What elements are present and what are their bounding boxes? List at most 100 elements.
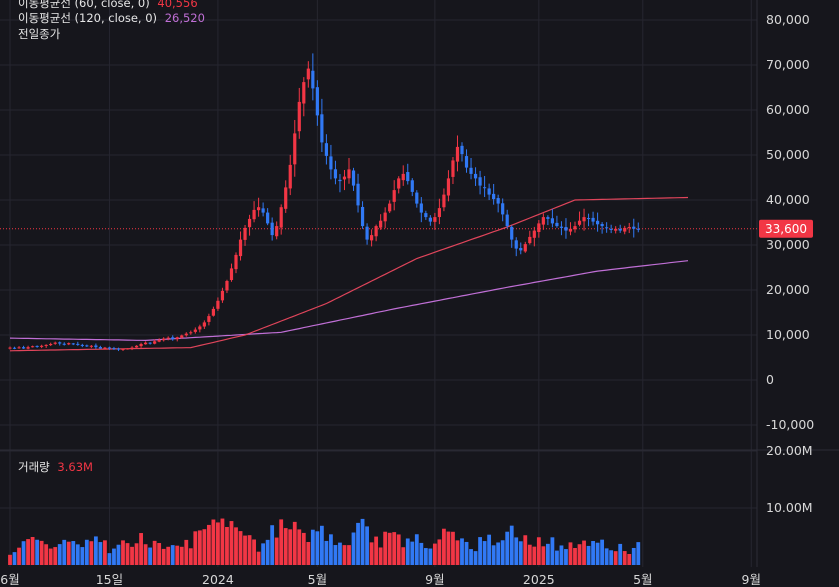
candle-body — [85, 345, 89, 347]
time-axis-labels: 6월 15일 2024 5월 9월 2025 5월 9월 — [0, 572, 761, 587]
volume-bar — [451, 531, 455, 565]
volume-legend: 거래량 3.63M — [18, 460, 93, 474]
volume-bar — [356, 522, 360, 565]
candle-body — [505, 214, 509, 227]
candle-body — [510, 226, 514, 240]
volume-bar — [98, 542, 103, 565]
candle-body — [451, 160, 455, 177]
candle-body — [577, 220, 582, 225]
volume-bar — [464, 541, 469, 565]
candle-body — [546, 217, 550, 219]
volume-bar — [274, 537, 279, 565]
candle-body — [383, 212, 387, 222]
volume-bar — [518, 541, 523, 565]
candle-body — [94, 345, 98, 348]
candle-body — [112, 348, 116, 350]
volume-bar — [247, 535, 252, 565]
ma120-legend-value: 26,520 — [164, 11, 205, 25]
candle-body — [216, 300, 220, 309]
volume-bar — [541, 546, 546, 565]
volume-bar — [8, 554, 12, 565]
candle-body — [559, 226, 564, 228]
candle-body — [442, 194, 446, 208]
candle-body — [315, 87, 319, 116]
volume-bar — [568, 542, 573, 565]
candle-body — [605, 227, 609, 229]
volume-bar — [161, 548, 166, 565]
volume-bar — [559, 545, 564, 565]
volume-bar — [310, 529, 315, 565]
candle-body — [229, 268, 234, 281]
volume-grid-lines — [0, 450, 757, 509]
time-tick-label: 9월 — [742, 572, 761, 587]
price-tick-label: 10,000 — [766, 327, 810, 342]
volume-bar — [487, 534, 492, 565]
volume-bar — [473, 551, 478, 565]
candle-body — [623, 227, 627, 232]
volume-bar — [636, 542, 641, 565]
volume-bar — [369, 542, 374, 565]
volume-bar — [134, 543, 139, 565]
candle-body — [184, 333, 188, 336]
grid-lines — [0, 0, 757, 567]
candle-body — [62, 343, 66, 345]
volume-bar — [148, 547, 153, 565]
candle-body — [370, 235, 374, 241]
volume-bar — [66, 541, 71, 565]
volume-bar — [338, 542, 342, 565]
volume-bar — [71, 541, 76, 565]
candle-body — [455, 146, 460, 162]
candle-body — [58, 342, 62, 344]
volume-bar — [211, 519, 216, 565]
candle-body — [71, 343, 75, 345]
current-price-value: 33,600 — [765, 222, 807, 236]
candle-body — [139, 344, 143, 347]
volume-bar — [125, 543, 130, 565]
candle-body — [347, 169, 351, 179]
time-tick-label: 5월 — [308, 572, 327, 587]
volume-bar — [595, 542, 600, 565]
volume-bar — [188, 548, 193, 565]
volume-bar — [550, 537, 555, 565]
candle-body — [428, 217, 432, 222]
volume-bar — [347, 545, 351, 565]
candle-body — [225, 281, 229, 291]
price-tick-label: 50,000 — [766, 147, 810, 162]
time-tick-label: 2025 — [523, 572, 555, 587]
candle-body — [311, 70, 315, 89]
candle-body — [406, 172, 410, 182]
volume-bar — [383, 531, 388, 565]
candlesticks — [8, 53, 640, 352]
volume-bar — [414, 534, 419, 565]
volume-bar — [206, 524, 211, 565]
candle-body — [609, 228, 613, 230]
candle-body — [573, 226, 577, 230]
candle-body — [76, 343, 80, 345]
ma60-legend: 이동평균선 (60, close, 0) 40,556 — [18, 0, 198, 10]
candle-body — [40, 345, 44, 347]
volume-bar — [442, 528, 446, 565]
volume-bar — [26, 539, 30, 565]
volume-bar — [12, 552, 17, 565]
volume-bar — [613, 551, 618, 565]
candle-body — [483, 187, 487, 189]
candle-body — [234, 254, 238, 270]
price-tick-label: 20,000 — [766, 282, 810, 297]
volume-bar — [496, 542, 501, 565]
price-tick-label: 80,000 — [766, 12, 810, 27]
volume-bar — [333, 545, 338, 565]
price-tick-label: 0 — [766, 372, 774, 387]
price-tick-label: 60,000 — [766, 102, 810, 117]
candle-body — [596, 220, 600, 225]
volume-bar — [112, 548, 116, 565]
volume-bar — [220, 518, 225, 565]
volume-bar — [30, 536, 35, 565]
candle-body — [166, 337, 170, 339]
candle-body — [261, 208, 265, 213]
volume-bar — [93, 536, 98, 565]
candle-body — [424, 213, 428, 218]
volume-bar — [446, 531, 451, 565]
candle-body — [492, 193, 496, 200]
candle-body — [288, 164, 292, 189]
